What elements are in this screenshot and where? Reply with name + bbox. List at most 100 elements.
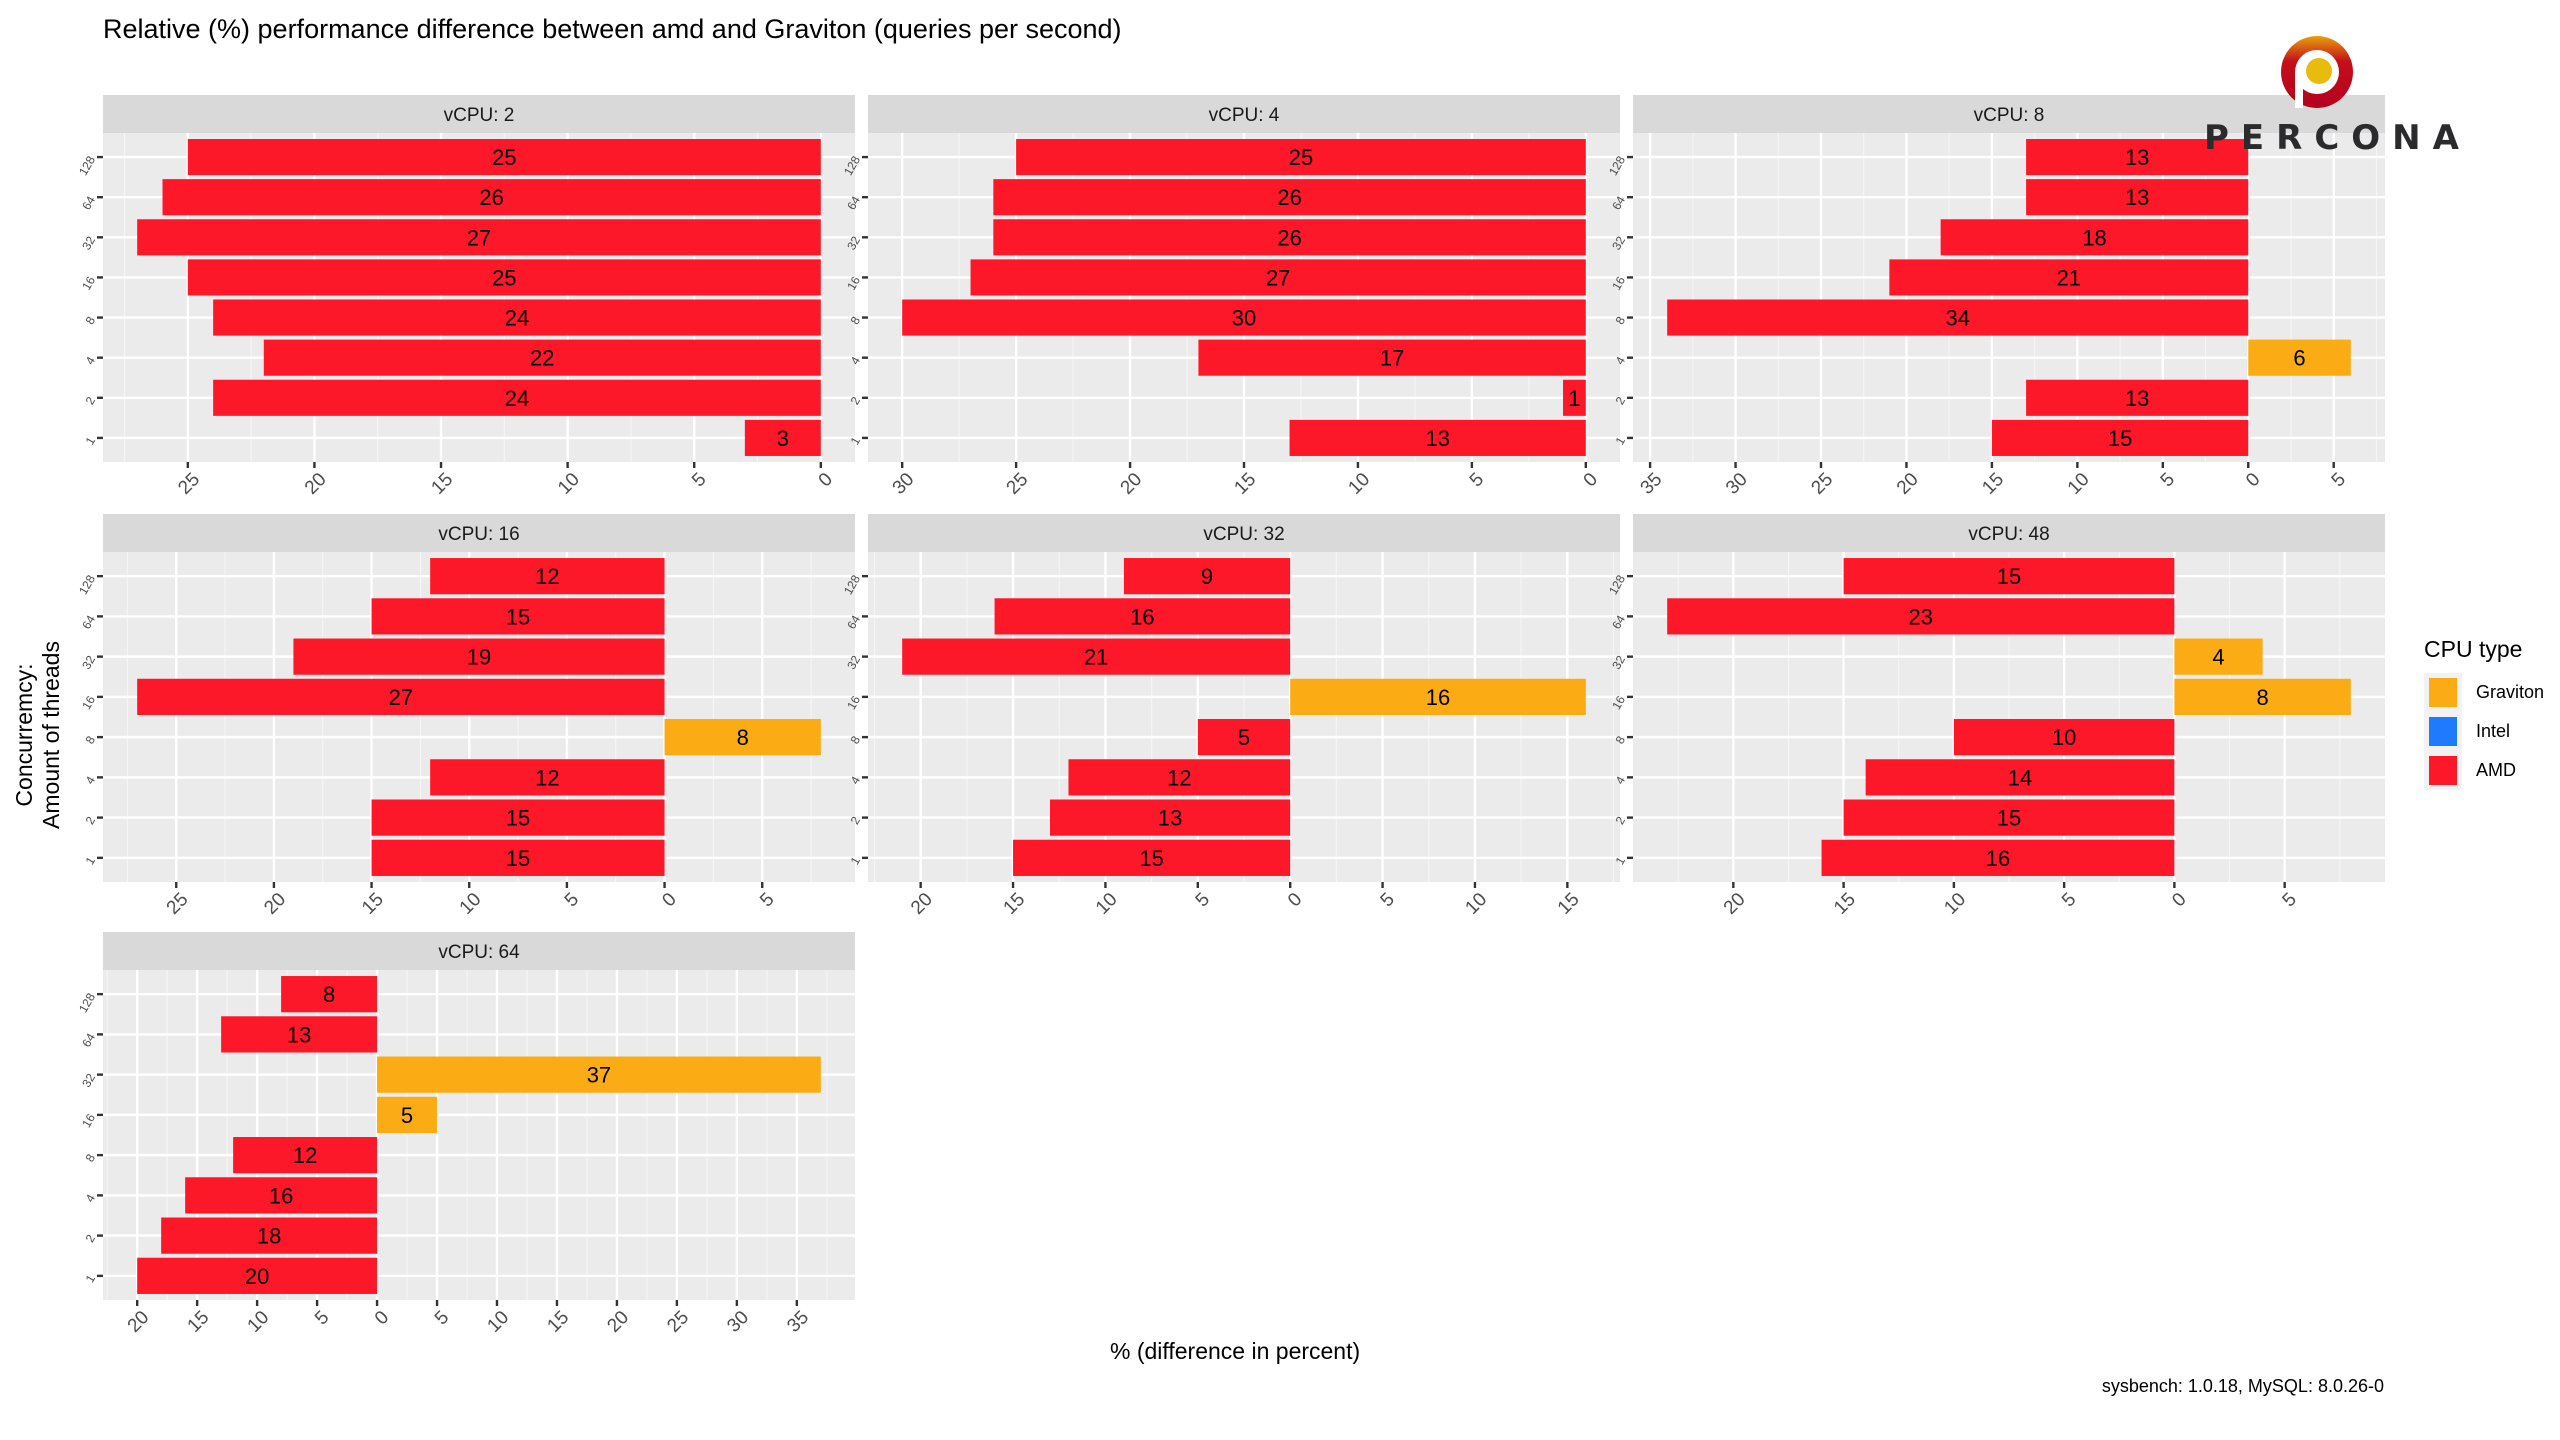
bar xyxy=(1290,678,1586,715)
bar-value-label: 26 xyxy=(1277,225,1301,250)
bar xyxy=(2026,379,2249,416)
bar-value-label: 6 xyxy=(2293,346,2305,371)
bar xyxy=(371,799,665,836)
bar-value-label: 1 xyxy=(1568,386,1580,411)
bar xyxy=(1197,719,1291,756)
bar xyxy=(1289,419,1586,456)
y-tick-label: 4 xyxy=(83,774,99,787)
bar-value-label: 23 xyxy=(1909,604,1933,629)
legend-item-graviton: Graviton xyxy=(2424,673,2544,712)
bar-value-label: 13 xyxy=(2125,145,2149,170)
x-tick-label: 10 xyxy=(1940,889,1970,919)
bar-value-label: 16 xyxy=(1986,846,2010,871)
legend-label: Intel xyxy=(2476,721,2511,741)
bar-value-label: 27 xyxy=(389,685,413,710)
bar xyxy=(377,1096,438,1133)
bar-value-label: 30 xyxy=(1232,306,1256,331)
bar-value-label: 13 xyxy=(1425,426,1449,451)
y-tick-label: 16 xyxy=(844,274,863,293)
facet-strip-label: vCPU: 32 xyxy=(1203,524,1284,545)
facet-strip-label: vCPU: 16 xyxy=(438,524,519,545)
legend: CPU type Graviton Intel AMD xyxy=(2424,636,2544,790)
y-tick-label: 64 xyxy=(844,193,863,212)
bar-value-label: 16 xyxy=(269,1183,293,1208)
bar-value-label: 27 xyxy=(1266,265,1290,290)
x-tick-label: 20 xyxy=(603,1307,633,1337)
bar xyxy=(263,339,821,376)
x-tick-label: 35 xyxy=(783,1307,813,1337)
x-tick-label: 25 xyxy=(1807,469,1837,499)
y-tick-label: 8 xyxy=(83,733,99,746)
x-tick-label: 0 xyxy=(371,1307,393,1329)
x-tick-label: 20 xyxy=(1720,889,1750,919)
bar-value-label: 27 xyxy=(467,225,491,250)
y-tick-label: 16 xyxy=(844,693,863,712)
facet-strip-label: vCPU: 48 xyxy=(1968,524,2049,545)
y-tick-label: 1 xyxy=(83,854,99,867)
bar xyxy=(371,598,665,635)
bar xyxy=(213,299,821,336)
x-tick-label: 5 xyxy=(2279,889,2301,911)
bar-value-label: 16 xyxy=(1130,604,1154,629)
x-tick-label: 5 xyxy=(561,889,583,911)
bar xyxy=(994,598,1291,635)
legend-swatch-amd xyxy=(2429,756,2457,785)
y-tick-label: 64 xyxy=(79,1031,98,1050)
bar xyxy=(2026,139,2249,176)
y-tick-label: 128 xyxy=(76,153,98,178)
y-tick-label: 32 xyxy=(844,653,863,672)
percona-logo-icon xyxy=(2281,36,2353,108)
bar xyxy=(1889,259,2249,296)
y-tick-label: 64 xyxy=(79,193,98,212)
bar xyxy=(993,179,1586,216)
legend-label: Graviton xyxy=(2476,682,2545,702)
bar-value-label: 24 xyxy=(505,306,529,331)
x-tick-label: 20 xyxy=(260,889,290,919)
bar xyxy=(162,179,821,216)
y-tick-label: 16 xyxy=(1609,274,1628,293)
facet-strip xyxy=(868,514,1620,552)
bar-value-label: 26 xyxy=(479,185,503,210)
y-tick-label: 32 xyxy=(79,653,98,672)
bar xyxy=(1068,759,1291,796)
bar-value-label: 21 xyxy=(2057,265,2081,290)
legend-item-intel: Intel xyxy=(2424,712,2544,751)
bar xyxy=(1013,839,1291,876)
bar xyxy=(185,1177,378,1214)
y-tick-label: 128 xyxy=(76,990,98,1015)
x-tick-label: 25 xyxy=(1003,469,1033,499)
bar-value-label: 20 xyxy=(245,1264,269,1289)
x-tick-label: 35 xyxy=(1637,469,1667,499)
x-tick-label: 30 xyxy=(723,1307,753,1337)
bar xyxy=(902,638,1291,675)
bar-value-label: 15 xyxy=(506,846,530,871)
y-tick-label: 2 xyxy=(83,1232,99,1245)
bar xyxy=(2248,339,2351,376)
bar-value-label: 16 xyxy=(1426,685,1450,710)
facet-strip-label: vCPU: 8 xyxy=(1974,105,2045,126)
x-tick-label: 25 xyxy=(663,1307,693,1337)
bar xyxy=(137,219,821,256)
bar-value-label: 12 xyxy=(535,564,559,589)
bar-value-label: 15 xyxy=(2108,426,2132,451)
x-tick-label: 5 xyxy=(2058,889,2080,911)
y-axis-title-line-1: Concurremcy: xyxy=(11,663,37,807)
bar-value-label: 37 xyxy=(587,1063,611,1088)
x-tick-label: 15 xyxy=(1000,889,1030,919)
bar xyxy=(221,1016,378,1053)
percona-logo: PERCONA xyxy=(2204,36,2459,158)
bar-value-label: 15 xyxy=(1997,806,2021,831)
bar-value-label: 25 xyxy=(492,265,516,290)
y-tick-label: 1 xyxy=(83,1272,99,1285)
legend-key xyxy=(2424,673,2462,712)
bar xyxy=(187,259,821,296)
legend-key xyxy=(2424,712,2462,751)
bar-value-label: 8 xyxy=(323,982,335,1007)
bar-value-label: 15 xyxy=(506,806,530,831)
bar-value-label: 15 xyxy=(1139,846,1163,871)
y-axis-title-line-2: Amount of threads xyxy=(38,641,64,829)
bar-value-label: 8 xyxy=(2256,685,2268,710)
bar-value-label: 19 xyxy=(467,645,491,670)
bar-value-label: 10 xyxy=(2052,725,2076,750)
